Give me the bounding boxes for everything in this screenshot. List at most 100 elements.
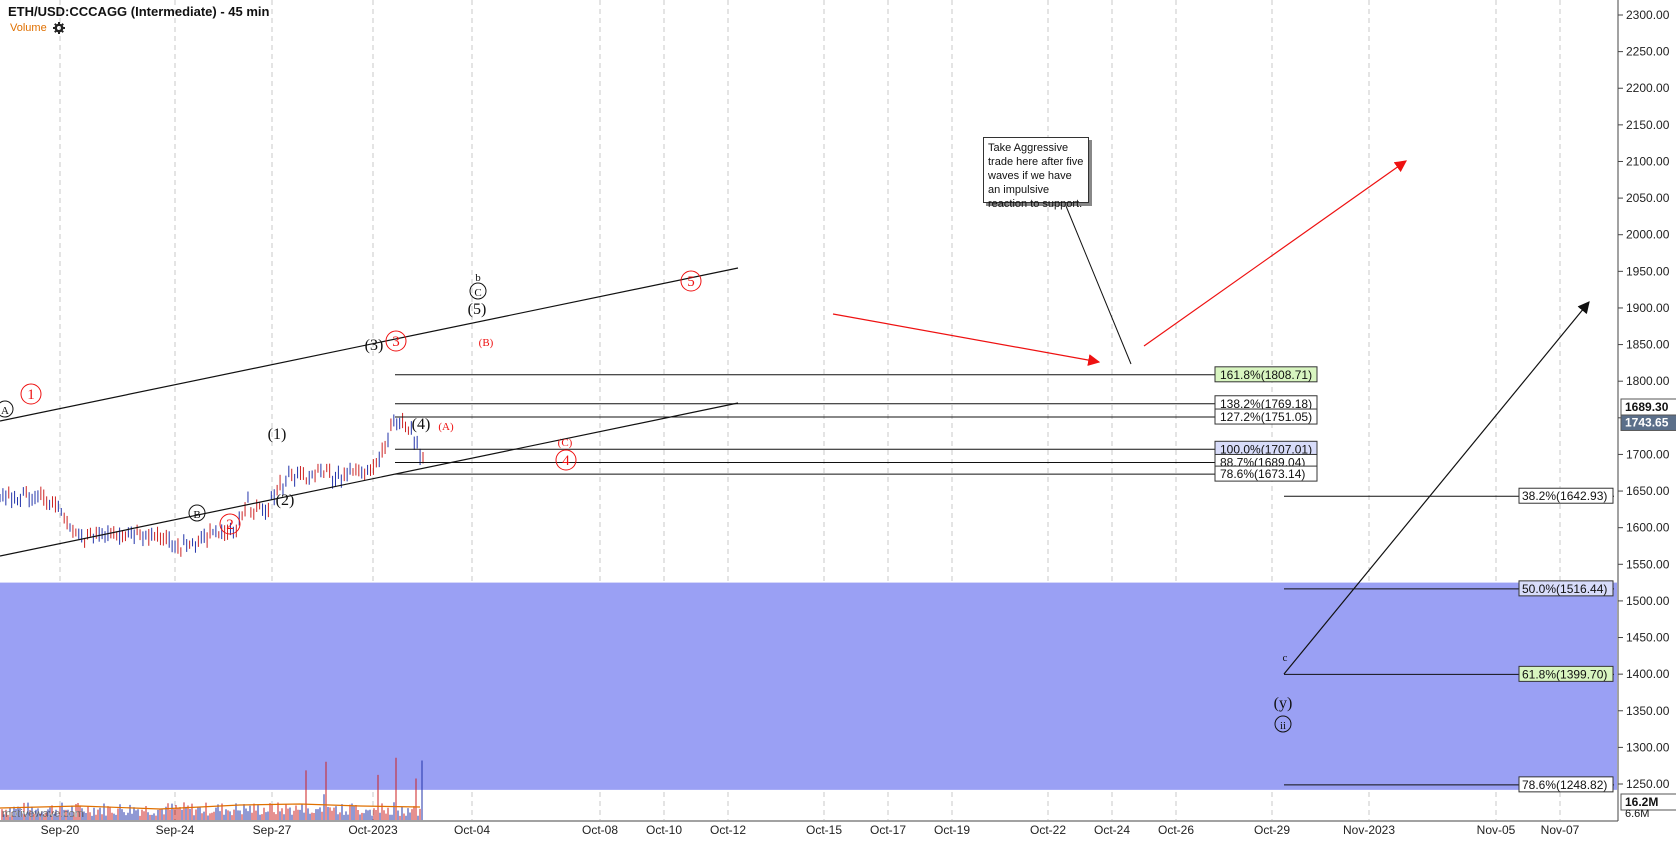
gear-icon[interactable]	[52, 22, 65, 34]
wave-circle	[0, 400, 14, 418]
wave-circle	[20, 383, 42, 405]
time-axis: Sep-20 Sep-24 Sep-27 Oct-2023 Oct-04 Oct-08 Oc…	[0, 820, 1618, 837]
wave-circle	[188, 504, 206, 522]
wave-circle	[555, 449, 577, 471]
wave-circle	[680, 270, 702, 292]
y-tick-label: 1500.00	[1626, 594, 1670, 608]
y-tick-label: 2150.00	[1626, 118, 1670, 132]
fib-tag-label: 61.8%(1399.70)	[1522, 667, 1607, 681]
x-tick-label: Oct-12	[710, 823, 746, 837]
chart-title: ETH/USD:CCCAGG (Intermediate) - 45 min	[8, 4, 270, 19]
fib-tag-label: 50.0%(1516.44)	[1522, 582, 1607, 596]
wave-label: (y)	[1274, 695, 1293, 712]
y-tick-label: 1700.00	[1626, 447, 1670, 461]
wave-label: 2	[226, 517, 234, 533]
wave-label: A	[1, 405, 9, 417]
x-tick-label: Oct-04	[454, 823, 490, 837]
fib-tag-label: 161.8%(1808.71)	[1220, 368, 1312, 382]
wave-label: 1	[27, 387, 35, 403]
wave-circle	[385, 330, 407, 352]
channel-upper	[0, 267, 739, 422]
fib-tag-box	[1518, 776, 1614, 793]
y-tick-label: 1400.00	[1626, 667, 1670, 681]
x-tick-label: Oct-10	[646, 823, 682, 837]
y-tick-label: 2000.00	[1626, 228, 1670, 242]
wave-label: (C)	[558, 437, 573, 449]
red-arrow-down	[832, 313, 1101, 366]
x-tick-label: Oct-26	[1158, 823, 1194, 837]
y-tick-label: 1550.00	[1626, 557, 1670, 571]
annotation-note[interactable]: Take Aggressive trade here after five wa…	[983, 137, 1089, 210]
y-tick-label: 2200.00	[1626, 81, 1670, 95]
x-tick-label: Oct-15	[806, 823, 842, 837]
wave-label: ii	[1280, 720, 1286, 732]
fib-tag-box	[1214, 408, 1318, 425]
x-tick-label: Oct-29	[1254, 823, 1290, 837]
fib-tag-label: 100.0%(1707.01)	[1220, 442, 1312, 456]
x-tick-label: Oct-2023	[348, 823, 398, 837]
wave-label: (1)	[268, 426, 287, 443]
y-tick-label: 2250.00	[1626, 45, 1670, 59]
wave-circle	[219, 513, 241, 535]
x-tick-label: Nov-07	[1541, 823, 1580, 837]
y-tick-label: 1600.00	[1626, 521, 1670, 535]
x-tick-label: Oct-24	[1094, 823, 1130, 837]
fib-tag-box	[1214, 366, 1318, 383]
y-tick-label: 1650.00	[1626, 484, 1670, 498]
x-tick-label: Sep-20	[41, 823, 80, 837]
volume-ma	[0, 803, 421, 810]
fib-tag-box	[1518, 665, 1614, 682]
fib-tag-label: 127.2%(1751.05)	[1220, 410, 1312, 424]
y-tick-label: 1850.00	[1626, 338, 1670, 352]
wave-circle	[1274, 715, 1292, 733]
volume-indicator[interactable]: Volume	[10, 22, 65, 34]
fib-tag-box	[1518, 580, 1614, 597]
price-readout-current: 1689.30	[1625, 400, 1669, 414]
x-tick-label: Oct-08	[582, 823, 618, 837]
y-tick-label: 2050.00	[1626, 191, 1670, 205]
black-arrow-up	[1283, 301, 1590, 675]
volume-readout-1-box	[1620, 793, 1676, 811]
wave-label: (B)	[479, 337, 494, 349]
watermark: motivewave.com	[2, 808, 84, 820]
x-tick-label: Sep-24	[156, 823, 195, 837]
wave-labels: A 1 B 2 (1) (2) (3) 3 (4) (5) bC 5 (A) (B) (C) 4 c (y) ii	[0, 270, 1293, 733]
wave-label: 3	[392, 334, 400, 350]
note-pointer	[1065, 205, 1132, 365]
fib-tag-label: 38.2%(1642.93)	[1522, 489, 1607, 503]
x-tick-label: Sep-27	[253, 823, 292, 837]
y-tick-label: 1950.00	[1626, 264, 1670, 278]
y-tick-label: 1800.00	[1626, 374, 1670, 388]
y-tick-label: 2300.00	[1626, 8, 1670, 22]
wave-label: (4)	[412, 416, 431, 433]
fib-tag-box	[1214, 465, 1318, 482]
price-series	[0, 412, 424, 557]
x-tick-label: Nov-2023	[1343, 823, 1395, 837]
x-tick-label: Oct-22	[1030, 823, 1066, 837]
wave-label: B	[193, 509, 200, 521]
y-tick-label: 1450.00	[1626, 631, 1670, 645]
x-tick-label: Oct-19	[934, 823, 970, 837]
volume-bars	[0, 757, 423, 820]
support-zone	[0, 582, 1617, 790]
fib-tag-label: 78.6%(1673.14)	[1220, 467, 1305, 481]
wave-label: (2)	[276, 492, 295, 509]
y-tick-label: 1250.00	[1626, 777, 1670, 791]
wave-label: (A)	[438, 421, 454, 433]
wave-label: (5)	[468, 301, 487, 318]
price-readout-high: 1743.65	[1625, 415, 1669, 429]
wave-label: C	[474, 287, 481, 299]
fib-tag-label: 78.6%(1248.82)	[1522, 778, 1607, 792]
volume-label: Volume	[10, 22, 47, 34]
volume-readout-2: 6.6M	[1625, 808, 1649, 820]
x-tick-label: Nov-05	[1477, 823, 1516, 837]
fib-tag-box	[1518, 487, 1614, 504]
y-tick-label: 2100.00	[1626, 154, 1670, 168]
channel-lower	[0, 402, 739, 557]
wave-label: (3)	[365, 337, 384, 354]
y-tick-label: 1350.00	[1626, 704, 1670, 718]
wave-circle	[469, 282, 487, 300]
trend-lines	[0, 160, 1590, 675]
volume-readout-1: 16.2M	[1625, 795, 1658, 809]
x-tick-label: Oct-17	[870, 823, 906, 837]
